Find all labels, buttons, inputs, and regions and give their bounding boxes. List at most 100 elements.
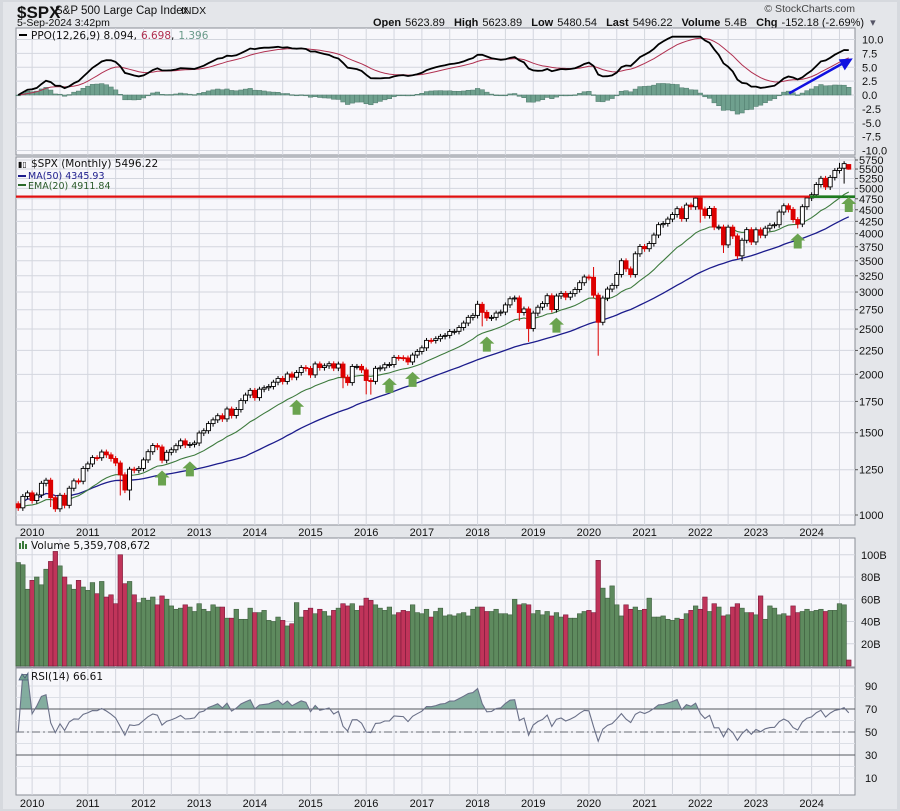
volume-bar [205, 611, 212, 667]
candle-up [257, 388, 262, 399]
volume-bar [182, 604, 188, 667]
x-axis-year-label: 2020 [577, 798, 601, 810]
ppo-histogram-bar [178, 92, 184, 96]
ppo-histogram-bar [493, 94, 499, 96]
ppo-histogram-bar [215, 88, 221, 96]
price-axis-label: 3000 [859, 287, 883, 299]
ppo-histogram-bar [813, 86, 819, 96]
ppo-histogram-bar [512, 93, 518, 96]
volume-bar [702, 596, 708, 667]
volume-bar [368, 600, 374, 667]
ppo-histogram-bar [117, 94, 123, 96]
ppo-histogram-bar [247, 88, 253, 96]
candle-up [475, 303, 481, 316]
ppo-histogram-bar [307, 94, 314, 98]
ppo-histogram-bar [498, 94, 504, 97]
ppo-histogram-bar [405, 94, 411, 97]
ppo-histogram-bar [52, 93, 58, 96]
volume-bar [154, 604, 161, 667]
volume-bar [99, 581, 105, 667]
volume-bar [595, 560, 601, 667]
candle-down [748, 229, 754, 243]
volume-bar [270, 621, 277, 667]
candle-down [131, 468, 137, 471]
ppo-histogram-bar [289, 94, 295, 96]
candle-up [447, 331, 453, 336]
ppo-axis-label: -7.5 [862, 132, 881, 144]
x-axis-year-label: 2018 [465, 527, 489, 539]
price-axis-label: 2750 [859, 305, 883, 317]
price-axis-label: 2000 [859, 369, 883, 381]
volume-bar [730, 606, 736, 667]
ppo-histogram-bar [618, 90, 624, 96]
candle-up [410, 354, 416, 363]
volume-bar [303, 610, 309, 667]
volume-axis-label: 100B [861, 550, 887, 562]
candle-up [270, 381, 276, 387]
volume-bar [456, 613, 462, 667]
candle-up [25, 492, 30, 497]
ppo-histogram-bar [331, 94, 337, 100]
candle-up [507, 298, 513, 306]
ppo-histogram-bar [702, 94, 708, 98]
ppo-histogram-bar [628, 91, 634, 96]
candle-up [85, 463, 91, 469]
volume-bar [24, 588, 31, 667]
rsi-line [17, 673, 850, 743]
volume-bar [799, 611, 805, 667]
volume-bar [358, 605, 365, 667]
quote-dropdown-icon[interactable]: ▾ [870, 17, 876, 29]
volume-bar [168, 605, 174, 667]
rsi-axis-label: 10 [865, 773, 877, 785]
ma50-legend-swatch [18, 175, 26, 177]
high-label: High [454, 17, 479, 29]
ppo-histogram-bar [535, 94, 541, 102]
candle-up [818, 177, 824, 185]
volume-plot [15, 551, 852, 667]
stockcharts-copyright[interactable]: © StockCharts.com [764, 3, 855, 15]
volume-bar [164, 598, 170, 667]
candle-up [498, 311, 504, 314]
candle-up [99, 451, 105, 459]
candle-up [600, 297, 606, 323]
ppo-histogram-bar [410, 94, 416, 97]
candle-up [470, 314, 476, 318]
ppo-histogram-bar [182, 93, 188, 96]
candle-up [762, 227, 768, 236]
price-axis-label: 5750 [859, 155, 883, 167]
ppo-histogram-bar [243, 88, 249, 96]
candle-up [196, 432, 202, 444]
price-axis-label: 4750 [859, 194, 883, 206]
price-axis-label: 4000 [859, 229, 883, 241]
ppo-histogram-bar [804, 90, 810, 96]
ppo-histogram-bar [187, 93, 193, 96]
volume-bar [414, 612, 420, 667]
ppo-histogram-bar [15, 94, 21, 97]
ppo-axis-label: 10.0 [862, 35, 883, 47]
candle-up [605, 288, 610, 299]
candle-down [428, 339, 434, 342]
ppo-histogram-bar [57, 93, 63, 96]
x-axis-year-label: 2022 [688, 527, 712, 539]
candle-up [377, 367, 383, 370]
ppo-histogram-bar [591, 94, 597, 96]
volume-bar [567, 617, 573, 667]
volume-bar [572, 617, 578, 667]
volume-bar [20, 564, 26, 667]
volume-bar [122, 583, 128, 667]
ppo-histogram-bar [623, 90, 629, 96]
volume-bar [238, 618, 244, 667]
candle-down [331, 363, 337, 369]
x-axis-year-label: 2016 [354, 798, 378, 810]
ppo-histogram-bar [201, 92, 207, 96]
candle-up [66, 487, 72, 506]
ppo-axis-label: 2.5 [862, 76, 877, 88]
ppo-histogram-bar [382, 94, 388, 101]
volume-bar [215, 606, 221, 667]
ppo-histogram-bar [396, 94, 402, 97]
candle-down [368, 380, 374, 382]
volume-bar [108, 594, 114, 667]
candle-up [173, 445, 179, 451]
volume-bar [94, 593, 100, 667]
candle-down [702, 208, 708, 216]
